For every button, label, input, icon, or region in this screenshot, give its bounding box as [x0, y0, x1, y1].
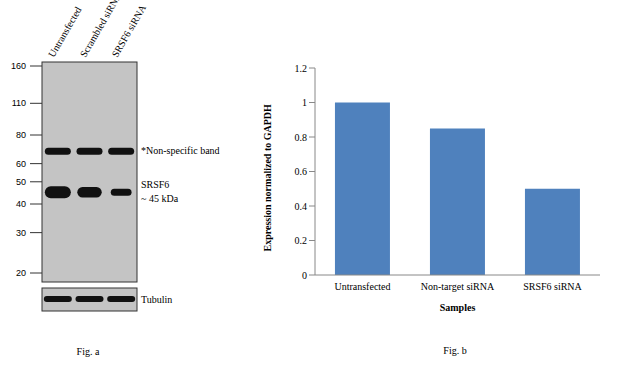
svg-text:50: 50	[16, 177, 26, 187]
svg-text:30: 30	[16, 228, 26, 238]
svg-text:1: 1	[302, 97, 307, 108]
svg-text:SRSF6 siRNA: SRSF6 siRNA	[109, 2, 148, 59]
svg-text:SRSF6 siRNA: SRSF6 siRNA	[523, 281, 582, 292]
svg-text:Untransfected: Untransfected	[334, 281, 390, 292]
svg-text:*Non-specific band: *Non-specific band	[141, 145, 220, 156]
svg-text:Tubulin: Tubulin	[141, 294, 172, 305]
svg-text:Fig. a: Fig. a	[77, 346, 100, 357]
svg-text:SRSF6: SRSF6	[141, 179, 169, 190]
svg-text:0.8: 0.8	[295, 132, 308, 143]
svg-text:Non-target siRNA: Non-target siRNA	[421, 281, 495, 292]
svg-text:0.4: 0.4	[295, 201, 308, 212]
svg-text:0.2: 0.2	[295, 235, 308, 246]
svg-text:40: 40	[16, 199, 26, 209]
svg-text:80: 80	[16, 130, 26, 140]
svg-text:Expression normalized to GAPDH: Expression normalized to GAPDH	[262, 104, 273, 252]
svg-text:20: 20	[16, 268, 26, 278]
svg-text:0: 0	[302, 270, 307, 281]
svg-text:110: 110	[12, 98, 26, 108]
svg-text:~ 45 kDa: ~ 45 kDa	[141, 193, 179, 204]
svg-text:60: 60	[16, 159, 26, 169]
svg-text:Untransfected: Untransfected	[46, 5, 84, 59]
svg-text:160: 160	[11, 61, 26, 71]
svg-text:1.2: 1.2	[295, 63, 308, 74]
svg-text:Samples: Samples	[440, 302, 476, 313]
svg-text:0.6: 0.6	[295, 166, 308, 177]
html-text:Fig. b: Fig. b	[443, 345, 467, 356]
